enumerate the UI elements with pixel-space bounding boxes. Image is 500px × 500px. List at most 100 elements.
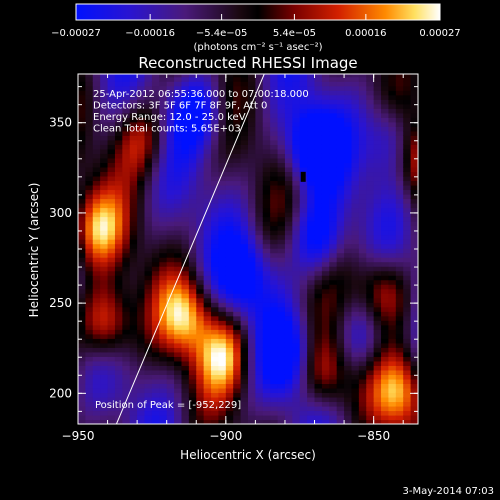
heatmap-cell — [336, 198, 345, 204]
heatmap-cell — [137, 374, 146, 380]
heatmap-cell — [314, 184, 323, 191]
heatmap-cell — [381, 112, 390, 118]
heatmap-cell — [107, 112, 116, 118]
heatmap-cell — [277, 419, 286, 424]
heatmap-cell — [366, 279, 375, 285]
info-annotation-line: Clean Total counts: 5.65E+03 — [93, 124, 241, 135]
heatmap-cell — [225, 320, 234, 326]
heatmap-cell — [159, 338, 168, 344]
heatmap-cell — [100, 342, 109, 348]
heatmap-cell — [129, 405, 138, 412]
heatmap-cell — [225, 257, 234, 263]
heatmap-cell — [85, 333, 94, 339]
heatmap-cell — [122, 405, 131, 412]
heatmap-cell — [248, 74, 256, 78]
heatmap-cell — [240, 81, 249, 87]
heatmap-cell — [225, 180, 234, 186]
heatmap-cell — [166, 252, 175, 258]
heatmap-cell — [410, 279, 418, 285]
heatmap-cell — [270, 378, 279, 385]
heatmap-cell — [122, 234, 131, 240]
heatmap-cell — [277, 139, 286, 145]
heatmap-cell — [233, 405, 242, 412]
heatmap-cell — [321, 356, 330, 362]
heatmap-cell — [248, 157, 256, 163]
heatmap-cell — [114, 243, 123, 249]
heatmap-cell — [129, 180, 138, 186]
heatmap-cell — [151, 360, 160, 366]
heatmap-cell — [336, 293, 345, 299]
heatmap-cell — [203, 108, 212, 114]
heatmap-cell — [240, 261, 249, 267]
heatmap-cell — [388, 302, 397, 308]
heatmap-cell — [166, 288, 175, 294]
heatmap-cell — [381, 279, 390, 285]
heatmap-cell — [144, 99, 153, 105]
heatmap-cell — [321, 347, 330, 353]
heatmap-cell — [381, 76, 390, 82]
heatmap-cell — [373, 216, 382, 222]
heatmap-cell — [395, 175, 404, 182]
heatmap-cell — [410, 130, 418, 136]
heatmap-cell — [203, 329, 212, 335]
heatmap-cell — [248, 383, 256, 389]
heatmap-cell — [100, 297, 109, 303]
heatmap-cell — [107, 90, 116, 96]
minimum-marker-point — [300, 171, 306, 182]
heatmap-cell — [218, 225, 227, 231]
heatmap-cell — [159, 270, 168, 276]
heatmap-cell — [114, 401, 123, 407]
heatmap-cell — [358, 387, 367, 394]
heatmap-cell — [114, 225, 123, 231]
heatmap-cell — [137, 270, 146, 276]
heatmap-cell — [270, 392, 279, 398]
heatmap-cell — [218, 306, 227, 312]
heatmap-cell — [211, 270, 220, 276]
heatmap-cell — [78, 360, 86, 366]
heatmap-cell — [262, 338, 271, 344]
heatmap-cell — [129, 193, 138, 200]
heatmap-cell — [174, 414, 183, 421]
heatmap-cell — [262, 180, 271, 186]
heatmap-cell — [351, 112, 360, 118]
heatmap-cell — [270, 184, 279, 191]
heatmap-cell — [277, 148, 286, 154]
heatmap-cell — [262, 342, 271, 348]
heatmap-cell — [381, 392, 390, 398]
heatmap-cell — [410, 126, 418, 132]
heatmap-cell — [388, 383, 397, 389]
heatmap-cell — [188, 148, 197, 154]
heatmap-cell — [174, 243, 183, 249]
heatmap-cell — [410, 320, 418, 326]
heatmap-cell — [159, 212, 168, 218]
heatmap-cell — [262, 139, 271, 145]
heatmap-cell — [262, 297, 271, 303]
heatmap-cell — [307, 166, 316, 173]
heatmap-cell — [262, 230, 271, 236]
heatmap-cell — [336, 144, 345, 150]
heatmap-cell — [299, 153, 308, 159]
heatmap-cell — [159, 347, 168, 353]
heatmap-cell — [388, 99, 397, 105]
heatmap-cell — [92, 360, 101, 366]
heatmap-cell — [218, 342, 227, 348]
heatmap-cell — [255, 315, 264, 321]
heatmap-cell — [144, 144, 153, 150]
heatmap-cell — [299, 374, 308, 380]
heatmap-cell — [262, 252, 271, 258]
heatmap-cell — [129, 356, 138, 362]
heatmap-cell — [321, 207, 330, 213]
heatmap-cell — [388, 74, 397, 78]
heatmap-cell — [129, 225, 138, 231]
heatmap-cell — [211, 275, 220, 281]
heatmap-cell — [299, 414, 308, 421]
heatmap-cell — [307, 171, 316, 177]
heatmap-cell — [403, 410, 412, 416]
heatmap-cell — [314, 248, 323, 254]
heatmap-cell — [255, 311, 264, 317]
heatmap-cell — [351, 144, 360, 150]
heatmap-cell — [292, 270, 301, 276]
heatmap-cell — [307, 302, 316, 308]
heatmap-cell — [174, 401, 183, 407]
heatmap-cell — [151, 329, 160, 335]
